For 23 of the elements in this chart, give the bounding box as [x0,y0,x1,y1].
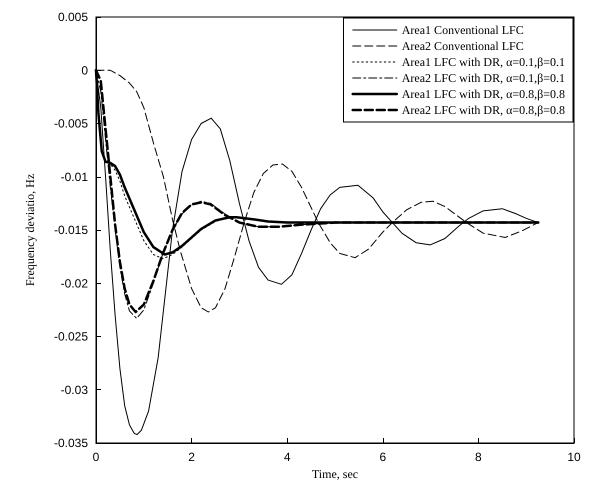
y-axis-title: Frequency deviatio, Hz [23,174,37,286]
y-tick-label: -0.025 [54,330,88,344]
legend-label: Area1 LFC with DR, α=0.8,β=0.8 [402,87,566,101]
x-axis-title: Time, sec [312,466,358,481]
x-tick-label: 2 [188,450,196,464]
x-tick-label: 8 [475,450,482,464]
legend-label: Area2 LFC with DR, α=0.8,β=0.8 [402,103,566,117]
y-tick-label: -0.035 [54,436,88,450]
y-tick-label: 0.005 [58,10,88,24]
legend-label: Area2 LFC with DR, α=0.1,β=0.1 [402,71,566,85]
legend-label: Area2 Conventional LFC [402,39,524,53]
legend-label: Area1 Conventional LFC [402,23,524,37]
x-tick-label: 4 [284,450,291,464]
x-tick-label: 6 [379,450,386,464]
y-tick-label: -0.005 [54,116,88,130]
y-tick-label: -0.015 [54,223,88,237]
y-tick-label: -0.01 [60,170,88,184]
y-tick-label: 0 [81,63,88,78]
x-tick-label: 0 [92,450,100,464]
legend-label: Area1 LFC with DR, α=0.1,β=0.1 [402,55,566,69]
y-tick-label: -0.02 [60,276,88,290]
y-tick-label: -0.03 [60,382,88,397]
x-tick-label: 10 [567,450,581,464]
